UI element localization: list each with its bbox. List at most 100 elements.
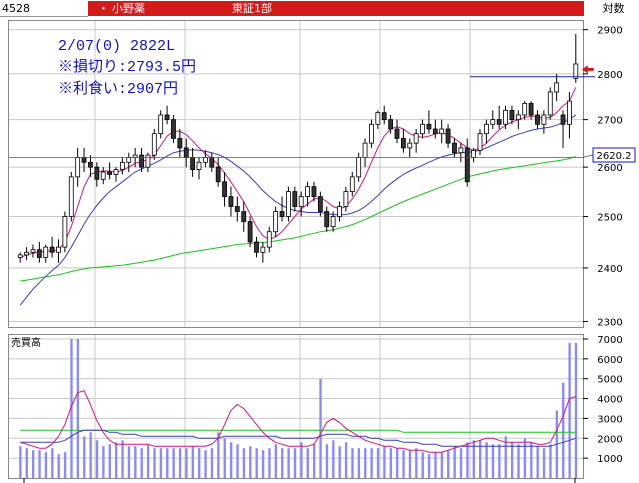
volume-label: 売買高: [11, 336, 41, 349]
candle-body: [311, 186, 317, 197]
entry-arrow-icon: [581, 65, 594, 74]
candle-body: [24, 251, 29, 256]
volume-bar: [102, 446, 105, 478]
candle-body: [260, 246, 266, 253]
volume-bar: [44, 452, 48, 478]
candle-body: [209, 157, 215, 168]
volume-bar: [351, 448, 354, 478]
volume-bar: [485, 442, 488, 478]
candle-body: [171, 119, 176, 139]
candle-body: [81, 157, 87, 163]
candle-body: [88, 161, 93, 168]
volume-bar: [51, 448, 54, 478]
volume-bar: [229, 442, 233, 478]
candle-body: [62, 216, 68, 248]
candle-body: [94, 166, 100, 180]
volume-bar: [370, 448, 373, 478]
candle-body: [139, 154, 144, 168]
volume-bar: [89, 432, 92, 478]
volume-bar: [434, 452, 437, 478]
volume-bar: [498, 444, 501, 478]
volume-bar: [395, 448, 399, 478]
candle-body: [375, 112, 381, 125]
volume-bar: [178, 448, 182, 478]
candle-body: [509, 109, 515, 121]
candle-body: [222, 181, 227, 197]
candle-body: [145, 154, 151, 168]
candle-body: [483, 123, 489, 135]
volume-bar: [31, 450, 35, 478]
candle-body: [426, 123, 432, 130]
volume-bar: [421, 452, 424, 478]
candle-body: [119, 161, 125, 170]
volume-bar: [466, 442, 469, 478]
volume-bar: [364, 448, 367, 478]
volume-bar: [415, 448, 418, 478]
volume-bar: [312, 444, 316, 478]
volume-tick-label: 1000: [597, 454, 622, 465]
price-tick-label: 2700: [597, 116, 622, 127]
candle-body: [413, 133, 419, 144]
candle-body: [126, 157, 132, 163]
volume-bar: [402, 450, 405, 478]
volume-bar: [223, 438, 226, 478]
candle-body: [190, 157, 196, 170]
volume-bar: [383, 446, 386, 478]
candle-body: [573, 63, 579, 79]
candle-body: [68, 176, 74, 217]
candle-body: [247, 221, 253, 243]
volume-bar: [114, 442, 118, 478]
candle-body: [164, 114, 170, 121]
scale-mode[interactable]: 対数: [602, 2, 625, 15]
candle-body: [183, 147, 189, 158]
candle-body: [292, 191, 298, 207]
candle-body: [343, 191, 349, 207]
volume-bar: [491, 444, 495, 478]
volume-bar: [19, 446, 22, 478]
candle-body: [349, 176, 355, 192]
volume-bar: [344, 442, 348, 478]
candle-body: [407, 142, 413, 149]
volume-bar: [236, 444, 239, 478]
volume-bar: [542, 448, 546, 478]
candle-body: [432, 128, 438, 135]
volume-bar: [523, 438, 527, 478]
volume-bar: [127, 446, 131, 478]
candle-body: [356, 157, 362, 178]
volume-bar: [338, 446, 341, 478]
candle-body: [522, 103, 528, 116]
volume-bar: [325, 444, 329, 478]
candle-body: [560, 114, 566, 125]
volume-bar: [121, 440, 124, 478]
volume-bar: [568, 342, 571, 478]
candle-body: [324, 211, 330, 228]
volume-bar: [153, 448, 156, 478]
candle-body: [286, 191, 291, 217]
volume-bar: [479, 440, 482, 478]
candle-body: [369, 123, 374, 144]
price-ma-mid: [19, 114, 577, 306]
volume-bar: [146, 444, 150, 478]
volume-bar: [408, 450, 412, 478]
volume-bar: [95, 440, 99, 478]
price-tick-label: 2400: [597, 264, 622, 275]
title-bar: [88, 1, 584, 16]
candle-body: [458, 147, 464, 154]
price-ma-long: [20, 156, 576, 282]
volume-bar: [306, 448, 309, 478]
candle-body: [381, 112, 387, 121]
volume-bar: [562, 382, 565, 478]
candle-body: [452, 142, 457, 154]
volume-bar: [440, 452, 444, 478]
title-dot: ・: [98, 2, 109, 15]
annotation-line2: ※損切り:2793.5円: [58, 58, 196, 76]
volume-bar: [287, 448, 290, 478]
volume-bar: [549, 444, 552, 478]
candle-body: [445, 128, 451, 144]
candle-body: [496, 119, 502, 125]
volume-tick-label: 3000: [597, 414, 622, 425]
volume-bar: [261, 450, 265, 478]
volume-bar: [140, 448, 143, 478]
current-price-connector: [582, 154, 594, 158]
candle-body: [107, 171, 113, 175]
